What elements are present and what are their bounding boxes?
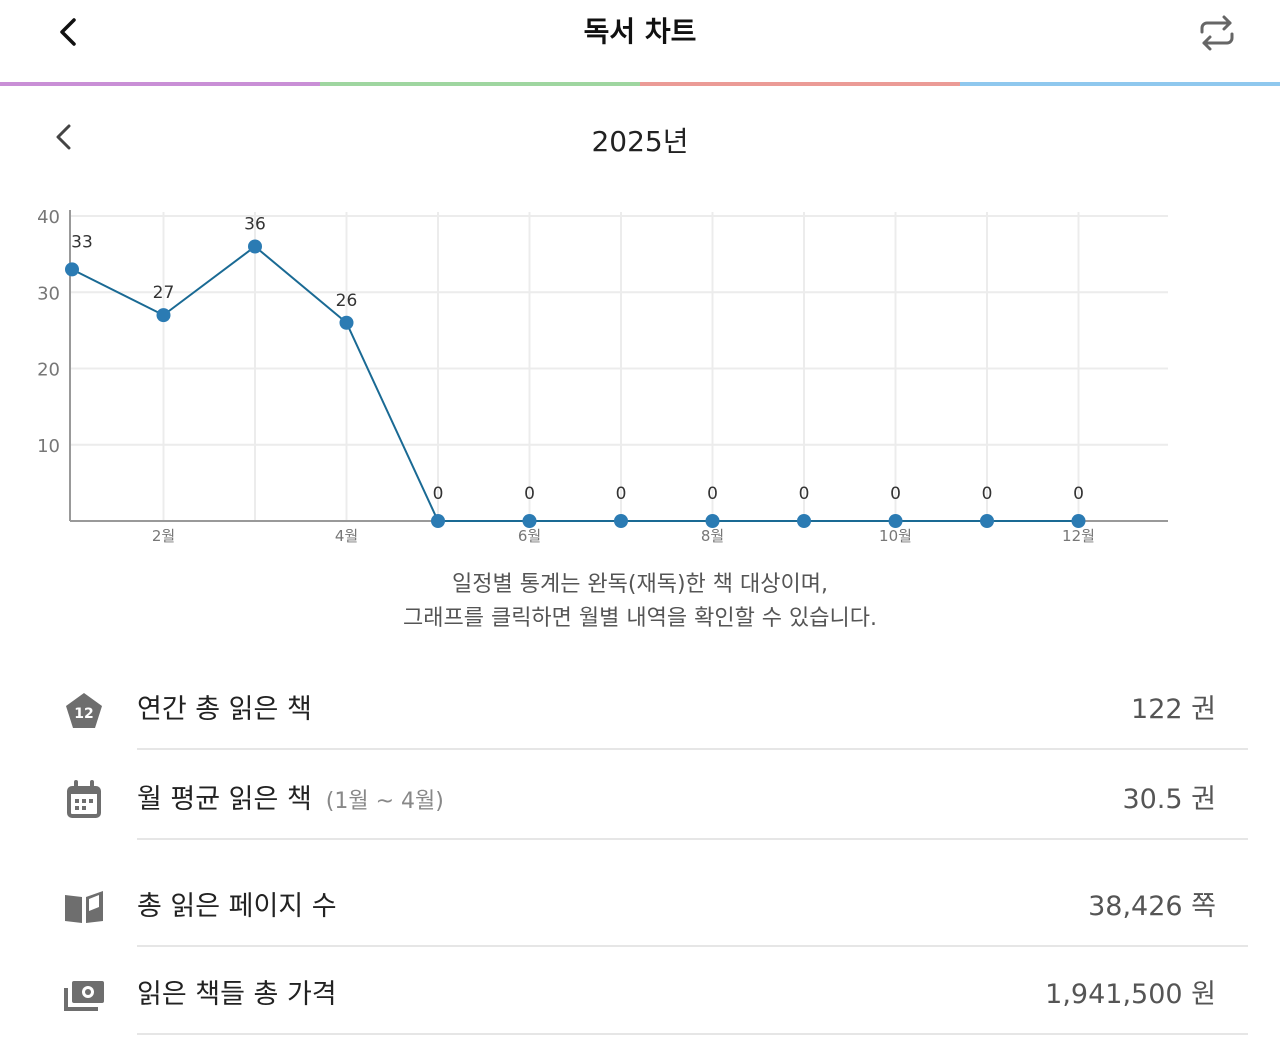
x-tick-label: 6월	[518, 527, 541, 545]
data-label: 0	[524, 484, 535, 504]
data-label: 27	[153, 283, 175, 303]
money-shape	[64, 981, 104, 1011]
open-book-shape	[65, 891, 103, 923]
data-label: 33	[71, 232, 93, 252]
year-label: 2025년	[591, 125, 689, 158]
data-label: 0	[616, 484, 627, 504]
x-tick-label: 10월	[879, 527, 912, 545]
x-tick-label: 12월	[1062, 527, 1095, 545]
previous-year-button[interactable]	[48, 120, 82, 154]
monthly-reading-chart[interactable]: 10 20 30 40 2월 4월 6월 8월 10월 12월 33 27 36 26 0 0 0 0 0 0 0 0	[0, 200, 1280, 560]
data-label: 0	[890, 484, 901, 504]
y-tick-label: 40	[37, 207, 60, 228]
data-point	[888, 514, 903, 528]
stat-label: 총 읽은 페이지 수	[137, 891, 337, 922]
data-label: 0	[1073, 484, 1084, 504]
data-point	[65, 262, 79, 277]
stat-value: 38,426 쪽	[1088, 891, 1216, 922]
color-stripes	[0, 82, 1280, 86]
pentagon-badge-shape: 12	[66, 693, 102, 728]
data-point	[156, 308, 171, 323]
stat-value: 1,941,500 원	[1045, 979, 1216, 1010]
top-bar: 독서 차트	[0, 0, 1280, 82]
divider	[137, 945, 1248, 947]
data-label: 0	[982, 484, 993, 504]
chart-note-line1: 일정별 통계는 완독(재독)한 책 대상이며,	[452, 572, 828, 597]
x-tick-label: 8월	[701, 527, 724, 545]
stripe-1	[0, 82, 320, 86]
data-point	[1071, 514, 1086, 528]
stat-label-sub: (1월 ~ 4월)	[325, 789, 444, 814]
chart-note: 일정별 통계는 완독(재독)한 책 대상이며, 그래프를 클릭하면 월별 내역을…	[0, 568, 1280, 636]
chart-labels: 33 27 36 26 0 0 0 0 0 0 0 0	[71, 215, 1084, 505]
chevron-left-icon	[60, 18, 76, 46]
stat-label: 연간 총 읽은 책	[137, 694, 312, 725]
stat-value: 122 권	[1131, 694, 1216, 725]
back-button[interactable]	[50, 12, 90, 52]
swap-button[interactable]	[1196, 12, 1238, 54]
stripe-4	[960, 82, 1280, 86]
divider	[137, 838, 1248, 840]
data-label: 26	[336, 291, 358, 311]
chart-line	[71, 245, 1079, 522]
calendar-shape	[67, 780, 101, 818]
stripe-2	[320, 82, 640, 86]
data-point	[431, 514, 445, 528]
stripe-3	[640, 82, 960, 86]
pentagon-badge-text: 12	[74, 706, 93, 722]
y-tick-label: 30	[37, 283, 60, 304]
open-book-icon	[62, 885, 106, 929]
data-label: 0	[799, 484, 810, 504]
data-point	[705, 514, 720, 528]
stat-yearly-total[interactable]: 12 연간 총 읽은 책 122 권	[0, 668, 1280, 758]
chart-note-line2: 그래프를 클릭하면 월별 내역을 확인할 수 있습니다.	[403, 606, 877, 631]
divider	[137, 1033, 1248, 1035]
data-label: 0	[433, 484, 444, 504]
page-title: 독서 차트	[583, 15, 697, 48]
pentagon-badge-icon: 12	[62, 690, 106, 734]
data-point	[614, 514, 628, 528]
chevron-left-icon	[56, 124, 71, 150]
stat-monthly-average[interactable]: 월 평균 읽은 책 (1월 ~ 4월) 30.5 권	[0, 758, 1280, 848]
divider	[137, 748, 1248, 750]
stat-value: 30.5 권	[1122, 784, 1216, 815]
x-tick-label: 4월	[335, 527, 358, 545]
chart-axes: 10 20 30 40 2월 4월 6월 8월 10월 12월	[37, 207, 1168, 545]
data-point	[980, 514, 994, 528]
data-point	[339, 315, 354, 330]
repeat-icon	[1200, 15, 1234, 51]
money-icon	[62, 975, 106, 1019]
year-nav: 2025년	[0, 112, 1280, 172]
stat-total-price[interactable]: 읽은 책들 총 가격 1,941,500 원	[0, 953, 1280, 1043]
series-line	[71, 245, 1079, 522]
y-tick-label: 20	[37, 360, 60, 381]
stat-total-pages[interactable]: 총 읽은 페이지 수 38,426 쪽	[0, 865, 1280, 955]
stat-label-text: 월 평균 읽은 책	[137, 784, 312, 815]
chart-grid	[70, 212, 1168, 521]
data-point	[248, 239, 262, 254]
y-tick-label: 10	[37, 436, 60, 457]
stat-label: 읽은 책들 총 가격	[137, 979, 337, 1010]
calendar-icon	[62, 778, 106, 822]
data-point	[522, 514, 537, 528]
stat-label: 월 평균 읽은 책 (1월 ~ 4월)	[137, 780, 444, 822]
data-label: 0	[707, 484, 718, 504]
x-tick-label: 2월	[152, 527, 175, 545]
chart-points	[65, 239, 1086, 528]
data-point	[797, 514, 811, 528]
data-label: 36	[244, 215, 266, 235]
